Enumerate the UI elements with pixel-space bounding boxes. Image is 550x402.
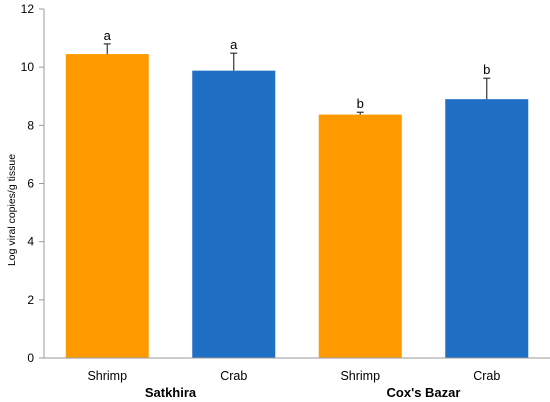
y-tick-label: 12 xyxy=(21,2,35,16)
x-category-label: Crab xyxy=(473,369,500,383)
bar xyxy=(192,70,276,358)
significance-label: a xyxy=(230,37,238,52)
bar xyxy=(318,114,402,358)
x-category-label: Shrimp xyxy=(87,369,127,383)
y-tick-label: 0 xyxy=(27,351,34,365)
x-category-label: Crab xyxy=(220,369,247,383)
significance-label: b xyxy=(483,62,490,77)
group-label: Cox's Bazar xyxy=(387,385,461,400)
y-axis-label: Log viral copies/g tissue xyxy=(6,154,18,266)
group-label: Satkhira xyxy=(145,385,197,400)
y-tick-label: 10 xyxy=(21,60,35,74)
bar xyxy=(445,99,529,359)
y-tick-label: 6 xyxy=(27,177,34,191)
bars: a a b b xyxy=(65,28,529,359)
y-axis: 0 2 4 6 8 10 12 xyxy=(21,2,45,365)
y-tick-label: 4 xyxy=(27,235,34,249)
significance-label: a xyxy=(104,28,112,43)
x-category-label: Shrimp xyxy=(340,369,380,383)
bar xyxy=(65,54,149,359)
significance-label: b xyxy=(357,96,364,111)
x-axis: Shrimp Crab Shrimp Crab Satkhira Cox's Bazar xyxy=(44,357,550,400)
y-tick-label: 8 xyxy=(27,118,34,132)
y-tick-label: 2 xyxy=(27,293,34,307)
